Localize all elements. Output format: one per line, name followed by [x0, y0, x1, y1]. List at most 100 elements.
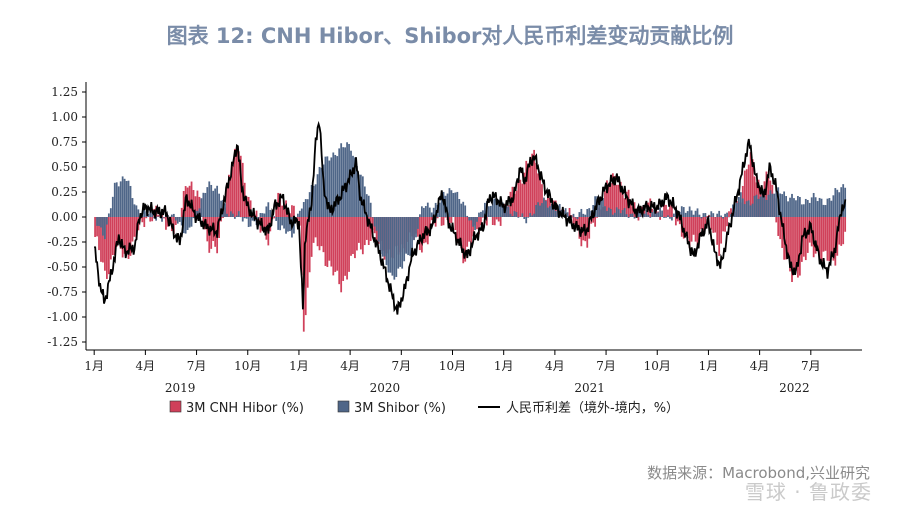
shibor-bar: [482, 210, 484, 217]
cnh-hibor-bar: [525, 160, 528, 217]
chart-title: 图表 12: CNH Hibor、Shibor对人民币利差变动贡献比例: [166, 24, 734, 48]
shibor-bar: [259, 213, 262, 217]
shibor-bar: [397, 217, 400, 269]
shibor-bar: [779, 193, 782, 217]
shibor-bar: [135, 205, 138, 217]
cnh-hibor-bar: [592, 217, 595, 223]
x-tick-label: 7月: [391, 359, 411, 373]
y-tick-label: 0.25: [51, 185, 78, 199]
shibor-bar: [395, 217, 398, 277]
shibor-bar: [525, 217, 528, 224]
cnh-hibor-bar: [476, 217, 478, 230]
cnh-hibor-bar: [716, 217, 719, 245]
cnh-hibor-bar: [436, 217, 439, 219]
shibor-bar: [243, 217, 246, 219]
shibor-bar: [123, 178, 126, 217]
cnh-hibor-bar: [745, 169, 748, 217]
shibor-bar: [109, 208, 112, 217]
cnh-hibor-bar: [613, 175, 616, 217]
shibor-bar: [342, 147, 345, 217]
shibor-bar: [828, 198, 831, 217]
x-tick-label: 4月: [750, 359, 770, 373]
shibor-bar: [535, 204, 537, 217]
cnh-hibor-bar: [643, 208, 646, 217]
cnh-hibor-bar: [714, 217, 717, 233]
cnh-hibor-bar: [354, 217, 356, 259]
cnh-hibor-bar: [232, 164, 234, 217]
shibor-bar: [304, 199, 307, 217]
cnh-hibor-bar: [328, 217, 331, 261]
shibor-bar: [783, 191, 786, 217]
cnh-hibor-bar: [419, 217, 421, 251]
legend-label: 人民币利差（境外-境内，%）: [506, 400, 679, 416]
cnh-hibor-bar: [722, 217, 724, 232]
cnh-hibor-bar: [757, 179, 760, 217]
cnh-hibor-bar: [275, 209, 278, 217]
cnh-hibor-bar: [830, 217, 833, 257]
cnh-hibor-bar: [98, 217, 100, 251]
cnh-hibor-bar: [462, 217, 465, 264]
shibor-bar: [393, 217, 396, 280]
shibor-bar: [588, 208, 591, 217]
cnh-hibor-bar: [539, 174, 541, 217]
cnh-hibor-bar: [308, 217, 311, 273]
shibor-bar: [673, 213, 675, 217]
shibor-bar: [361, 176, 364, 217]
shibor-bar: [102, 217, 104, 236]
shibor-bar: [730, 214, 732, 217]
shibor-bar: [838, 192, 841, 217]
shibor-bar: [267, 202, 270, 217]
y-tick-label: 0.00: [51, 210, 78, 224]
cnh-hibor-bar: [318, 217, 321, 251]
shibor-bar: [814, 197, 817, 217]
cnh-hibor-bar: [293, 205, 295, 217]
shibor-bar: [637, 211, 640, 217]
shibor-bar: [547, 207, 549, 217]
cnh-hibor-bar: [478, 217, 480, 235]
shibor-bar: [712, 213, 715, 217]
shibor-bar: [523, 217, 526, 219]
cnh-hibor-bar: [775, 217, 778, 223]
cnh-hibor-bar: [306, 217, 309, 288]
shibor-bar: [769, 190, 772, 217]
cnh-hibor-bar: [131, 217, 134, 242]
shibor-bar: [598, 200, 600, 217]
cnh-hibor-bar: [263, 217, 266, 230]
cnh-hibor-bar: [531, 153, 534, 217]
shibor-bar: [661, 210, 663, 217]
shibor-bar: [391, 217, 394, 276]
shibor-bar: [704, 213, 707, 217]
cnh-hibor-bar: [281, 205, 283, 217]
shibor-bar: [312, 185, 315, 217]
shibor-bar: [531, 215, 534, 217]
shibor-bar: [667, 215, 669, 217]
shibor-bar: [233, 217, 236, 219]
chart-axes: [82, 82, 862, 355]
shibor-bar: [188, 217, 191, 228]
shibor-bar: [131, 198, 134, 217]
shibor-bar: [426, 202, 429, 217]
cnh-hibor-bar: [785, 217, 787, 260]
x-tick-label: 1月: [494, 359, 514, 373]
cnh-hibor-bar: [806, 217, 809, 253]
cnh-hibor-bar: [779, 217, 782, 240]
cnh-hibor-bar: [218, 217, 220, 239]
cnh-hibor-bar: [611, 173, 614, 217]
shibor-bar: [491, 199, 494, 217]
shibor-bar: [478, 212, 480, 217]
shibor-bar: [507, 206, 510, 217]
shibor-bar: [822, 204, 825, 217]
shibor-bar: [387, 217, 390, 273]
shibor-bar: [399, 217, 402, 267]
cnh-hibor-bar: [102, 217, 104, 263]
shibor-bar: [369, 202, 372, 217]
shibor-bar: [501, 202, 504, 217]
cnh-hibor-bar: [493, 217, 496, 226]
shibor-bar: [330, 157, 333, 217]
y-tick-label: 0.75: [51, 135, 78, 149]
cnh-hibor-bar: [344, 217, 346, 276]
shibor-bar: [104, 217, 106, 240]
cnh-hibor-bar: [196, 190, 199, 217]
cnh-hibor-bar: [844, 217, 847, 232]
shibor-bar: [460, 203, 463, 217]
